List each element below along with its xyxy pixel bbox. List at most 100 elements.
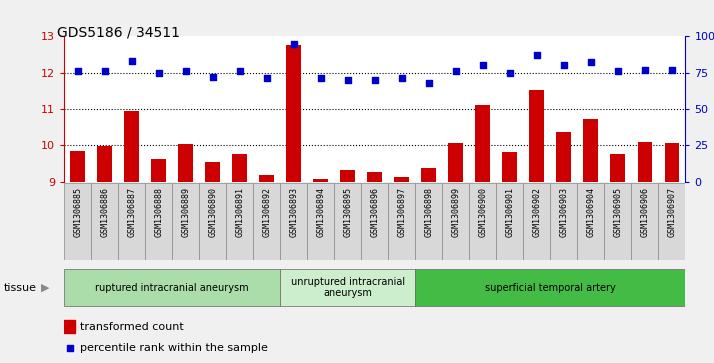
- Point: [369, 77, 381, 83]
- Bar: [91, 183, 119, 260]
- Point: [126, 58, 138, 64]
- Point: [99, 68, 111, 74]
- Point: [423, 80, 435, 86]
- Point: [585, 60, 597, 65]
- Text: GSM1306904: GSM1306904: [586, 187, 595, 237]
- Bar: [416, 183, 443, 260]
- Text: GSM1306891: GSM1306891: [236, 187, 244, 237]
- Bar: [226, 183, 253, 260]
- Bar: [64, 269, 281, 306]
- Bar: [64, 183, 91, 260]
- Text: percentile rank within the sample: percentile rank within the sample: [80, 343, 268, 354]
- Text: GSM1306898: GSM1306898: [424, 187, 433, 237]
- Text: GSM1306903: GSM1306903: [559, 187, 568, 237]
- Point: [396, 76, 408, 81]
- Text: GSM1306886: GSM1306886: [100, 187, 109, 237]
- Text: GSM1306897: GSM1306897: [398, 187, 406, 237]
- Text: tissue: tissue: [4, 283, 36, 293]
- Bar: [583, 119, 598, 182]
- Bar: [97, 146, 112, 182]
- Bar: [253, 183, 281, 260]
- Point: [450, 68, 461, 74]
- Bar: [550, 183, 578, 260]
- Bar: [151, 159, 166, 182]
- Bar: [394, 177, 409, 182]
- Bar: [631, 183, 658, 260]
- Bar: [448, 143, 463, 182]
- Bar: [361, 183, 388, 260]
- Point: [666, 67, 678, 73]
- Text: GSM1306893: GSM1306893: [289, 187, 298, 237]
- Point: [342, 77, 353, 83]
- Bar: [523, 183, 550, 260]
- Point: [477, 62, 488, 68]
- Bar: [281, 269, 416, 306]
- Bar: [421, 168, 436, 182]
- Point: [612, 68, 623, 74]
- Text: GSM1306900: GSM1306900: [478, 187, 488, 237]
- Bar: [334, 183, 361, 260]
- Text: ▶: ▶: [41, 283, 50, 293]
- Bar: [232, 154, 247, 182]
- Text: GSM1306905: GSM1306905: [613, 187, 623, 237]
- Bar: [443, 183, 469, 260]
- Point: [531, 52, 543, 58]
- Bar: [530, 90, 544, 182]
- Point: [153, 70, 164, 76]
- Text: GSM1306902: GSM1306902: [533, 187, 541, 237]
- Point: [72, 68, 84, 74]
- Point: [315, 76, 326, 81]
- Text: ruptured intracranial aneurysm: ruptured intracranial aneurysm: [96, 283, 249, 293]
- Point: [639, 67, 650, 73]
- Text: GSM1306885: GSM1306885: [74, 187, 82, 237]
- Bar: [71, 151, 85, 182]
- Text: GSM1306892: GSM1306892: [262, 187, 271, 237]
- Bar: [178, 144, 193, 182]
- Bar: [281, 183, 307, 260]
- Point: [207, 74, 218, 80]
- Text: superficial temporal artery: superficial temporal artery: [485, 283, 615, 293]
- Point: [261, 76, 273, 81]
- Bar: [638, 142, 653, 182]
- Bar: [64, 320, 76, 333]
- Point: [420, 236, 431, 241]
- Text: GDS5186 / 34511: GDS5186 / 34511: [57, 25, 180, 40]
- Bar: [199, 183, 226, 260]
- Text: GSM1306895: GSM1306895: [343, 187, 352, 237]
- Bar: [496, 183, 523, 260]
- Bar: [469, 183, 496, 260]
- Bar: [416, 269, 685, 306]
- Bar: [119, 183, 145, 260]
- Bar: [313, 179, 328, 182]
- Bar: [286, 45, 301, 182]
- Bar: [145, 183, 172, 260]
- Bar: [172, 183, 199, 260]
- Bar: [206, 162, 220, 182]
- Bar: [476, 105, 491, 182]
- Text: GSM1306901: GSM1306901: [506, 187, 514, 237]
- Point: [558, 62, 570, 68]
- Bar: [556, 132, 571, 182]
- Bar: [259, 175, 274, 182]
- Bar: [368, 172, 382, 182]
- Bar: [307, 183, 334, 260]
- Text: GSM1306896: GSM1306896: [371, 187, 379, 237]
- Point: [504, 70, 516, 76]
- Text: GSM1306890: GSM1306890: [208, 187, 217, 237]
- Text: GSM1306894: GSM1306894: [316, 187, 326, 237]
- Point: [180, 68, 191, 74]
- Point: [288, 41, 300, 46]
- Bar: [503, 152, 518, 182]
- Bar: [341, 170, 356, 182]
- Text: GSM1306907: GSM1306907: [668, 187, 676, 237]
- Bar: [605, 183, 631, 260]
- Text: GSM1306899: GSM1306899: [451, 187, 461, 237]
- Text: unruptured intracranial
aneurysm: unruptured intracranial aneurysm: [291, 277, 405, 298]
- Text: GSM1306888: GSM1306888: [154, 187, 164, 237]
- Text: GSM1306906: GSM1306906: [640, 187, 650, 237]
- Bar: [388, 183, 416, 260]
- Text: GSM1306889: GSM1306889: [181, 187, 191, 237]
- Bar: [578, 183, 605, 260]
- Text: transformed count: transformed count: [80, 322, 183, 332]
- Bar: [665, 143, 679, 182]
